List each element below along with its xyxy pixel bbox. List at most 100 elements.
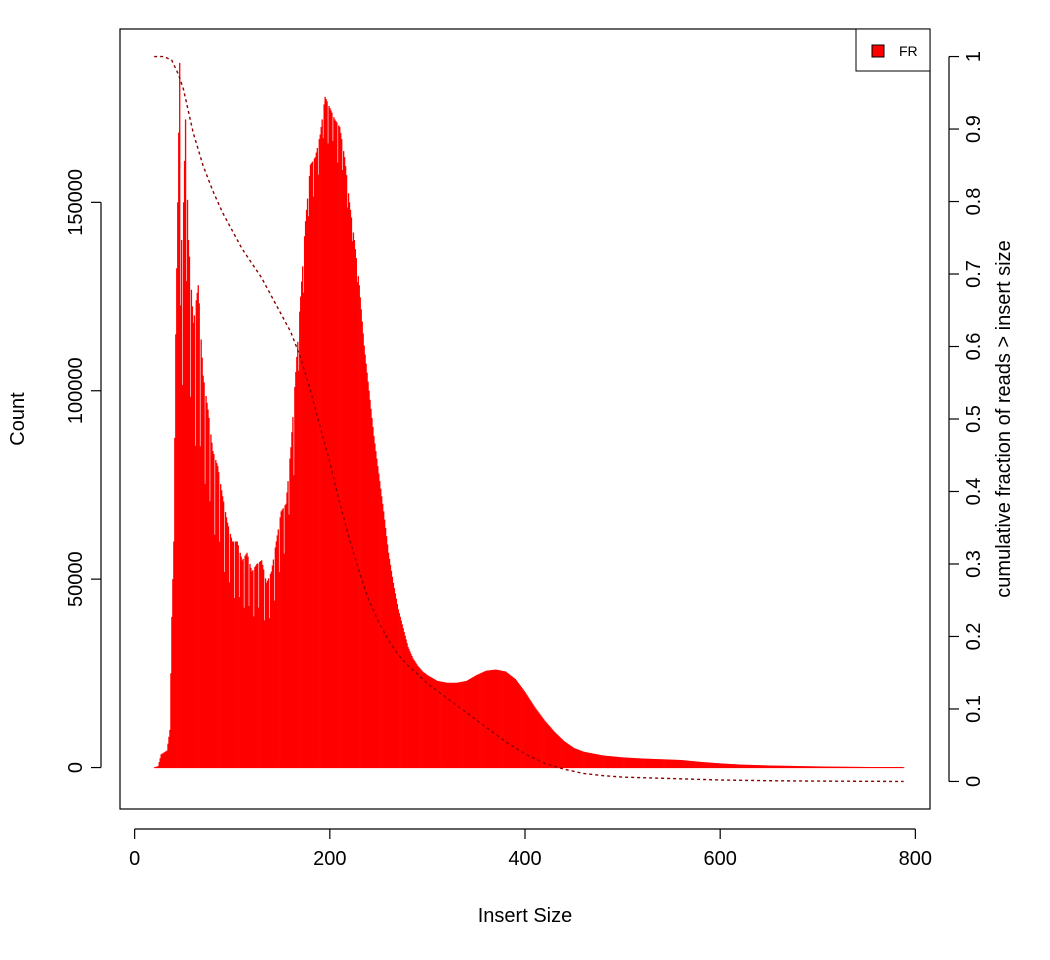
- histogram-bar: [341, 139, 343, 768]
- histogram-bar: [293, 475, 295, 768]
- histogram-bar: [367, 381, 369, 768]
- histogram-bar: [620, 757, 622, 768]
- histogram-bar: [670, 759, 673, 768]
- histogram-bar: [435, 680, 438, 768]
- histogram-bar: [464, 681, 467, 768]
- histogram-bar: [220, 484, 222, 768]
- histogram-bar: [694, 761, 696, 768]
- histogram-bar: [413, 659, 415, 768]
- histogram-bar: [549, 727, 552, 768]
- histogram-bar: [640, 758, 642, 768]
- histogram-bar: [746, 764, 748, 768]
- histogram-bar: [343, 157, 346, 768]
- histogram-bar: [650, 758, 652, 768]
- histogram-bar: [246, 552, 248, 768]
- histogram-bar: [758, 765, 761, 768]
- histogram-bar: [177, 202, 179, 768]
- histogram-bar: [723, 763, 725, 768]
- y2-tick-label: 0.3: [963, 550, 985, 578]
- histogram-bar: [215, 460, 217, 768]
- histogram-bar: [365, 363, 367, 768]
- histogram-bar: [698, 761, 700, 768]
- histogram-bar: [743, 764, 745, 768]
- histogram-bar: [750, 764, 753, 768]
- histogram-bar: [458, 682, 460, 768]
- histogram-bar: [638, 758, 641, 768]
- histogram-bar: [605, 755, 607, 768]
- y-tick-label: 0: [65, 762, 87, 773]
- histogram-bar: [216, 463, 218, 768]
- histogram-bar: [372, 426, 374, 768]
- y2-tick-label: 0.2: [963, 623, 985, 651]
- histogram-bar: [204, 483, 206, 768]
- histogram-bar: [423, 672, 425, 768]
- histogram-bar: [788, 765, 791, 768]
- histogram-bar: [482, 672, 484, 768]
- histogram-bar: [519, 685, 521, 768]
- histogram-bar: [626, 757, 629, 768]
- histogram-bar: [666, 759, 668, 768]
- histogram-bar: [355, 258, 358, 768]
- histogram-bar: [344, 166, 347, 768]
- histogram-bar: [405, 639, 407, 768]
- histogram-bar: [223, 571, 226, 768]
- histogram-bar: [438, 681, 440, 768]
- histogram-bar: [556, 734, 559, 768]
- histogram-bar: [196, 292, 198, 768]
- histogram-bar: [407, 646, 409, 768]
- histogram-bar: [231, 541, 234, 768]
- histogram-bar: [696, 761, 698, 768]
- histogram-bar: [566, 743, 568, 768]
- histogram-bar: [427, 675, 430, 768]
- histogram-bar: [368, 390, 370, 768]
- x-tick-label: 600: [703, 848, 736, 870]
- histogram-bar: [517, 682, 520, 768]
- histogram-bar: [619, 757, 621, 768]
- histogram-bar: [781, 765, 783, 768]
- histogram-bar: [449, 682, 451, 768]
- histogram-bar: [380, 488, 382, 768]
- histogram-bar: [217, 466, 219, 768]
- histogram-bar: [604, 755, 606, 768]
- histogram-bar: [542, 717, 544, 768]
- histogram-bar: [157, 766, 159, 768]
- histogram-bar: [334, 119, 336, 768]
- histogram-bar: [483, 671, 485, 768]
- histogram-bar: [467, 679, 470, 768]
- histogram-bar: [678, 759, 681, 768]
- histogram-bar: [523, 690, 525, 768]
- histogram-bar: [466, 680, 469, 768]
- histogram-bar: [292, 417, 294, 768]
- histogram-bar: [702, 762, 704, 768]
- histogram-bar: [455, 682, 457, 768]
- histogram-bar: [346, 207, 349, 768]
- histogram-bar: [348, 202, 351, 768]
- histogram-bar: [659, 759, 661, 768]
- y2-tick-label: 0.4: [963, 478, 985, 506]
- histogram-bar: [717, 763, 720, 768]
- histogram-bar: [645, 758, 647, 768]
- histogram-bar: [731, 764, 733, 768]
- histogram-bar: [660, 759, 662, 768]
- histogram-bar: [707, 762, 710, 768]
- histogram-bar: [558, 736, 560, 768]
- histogram-bar: [624, 757, 626, 768]
- histogram-bar: [261, 564, 264, 768]
- histogram-bar: [176, 268, 178, 768]
- histogram-bar: [280, 511, 282, 768]
- histogram-bar: [250, 567, 252, 768]
- histogram-bar: [710, 762, 713, 768]
- histogram-bar: [738, 764, 740, 768]
- histogram-bar: [589, 753, 592, 768]
- histogram-bar: [756, 765, 759, 768]
- histogram-bar: [359, 297, 361, 768]
- histogram-bar: [443, 682, 445, 768]
- histogram-bar: [744, 764, 746, 768]
- histogram-bar: [634, 758, 637, 768]
- histogram-bar: [811, 766, 813, 768]
- histogram-bar: [471, 677, 474, 768]
- histogram-bar: [600, 755, 602, 768]
- histogram-bar: [349, 209, 352, 768]
- histogram-bar: [503, 671, 505, 768]
- histogram-bar: [630, 757, 633, 768]
